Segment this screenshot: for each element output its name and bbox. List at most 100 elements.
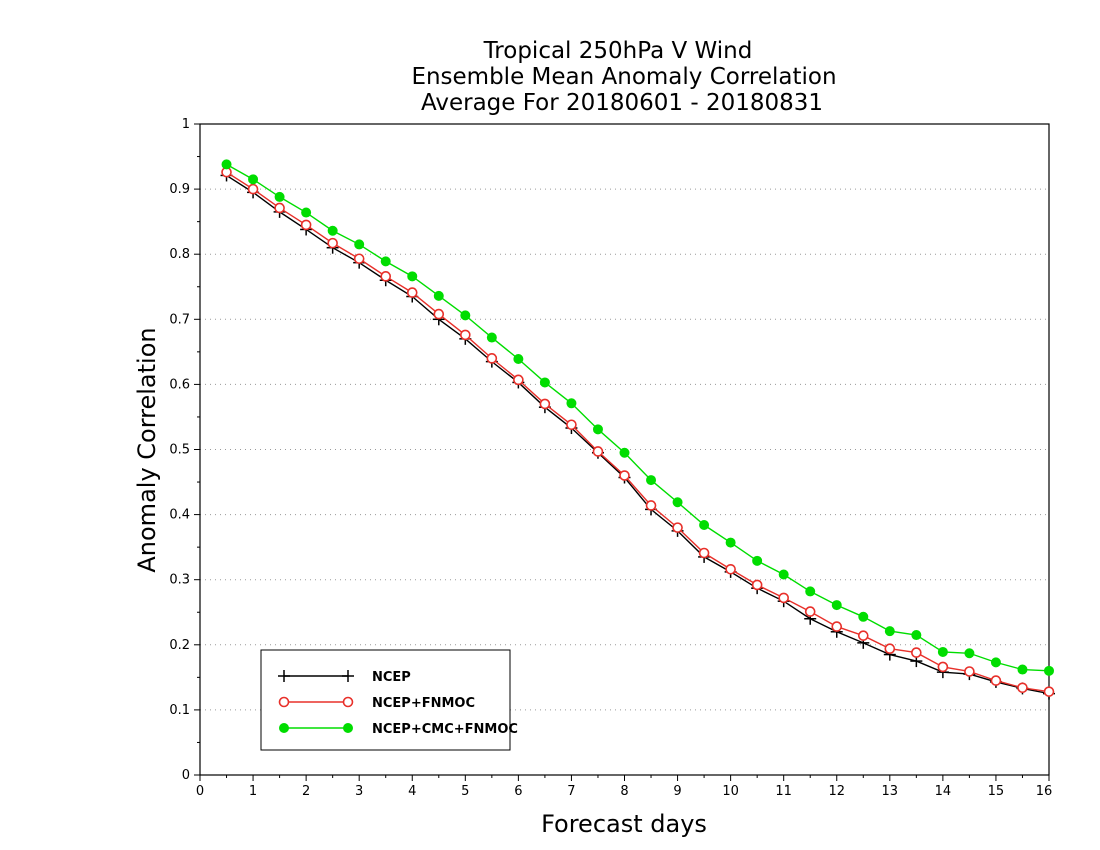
x-tick-label: 11 — [775, 784, 792, 799]
data-point-ncep-cmc-fnmoc — [699, 520, 710, 531]
data-point-ncep-cmc-fnmoc — [566, 398, 577, 409]
x-tick-label: 0 — [196, 784, 204, 799]
chart-title-block: Tropical 250hPa V Wind Ensemble Mean Ano… — [411, 38, 836, 116]
data-point-ncep-cmc-fnmoc — [274, 191, 285, 202]
chart-title-line-3: Average For 20180601 - 20180831 — [421, 90, 823, 116]
legend-label: NCEP — [372, 670, 411, 685]
data-point-ncep-cmc-fnmoc — [592, 424, 603, 435]
y-tick-label: 0.9 — [169, 182, 190, 197]
x-tick-label: 2 — [302, 784, 310, 799]
y-tick-label: 0.5 — [169, 443, 190, 458]
data-point-ncep-fnmoc — [592, 446, 604, 457]
legend-marker — [342, 670, 354, 682]
data-point-ncep-fnmoc — [725, 563, 736, 575]
y-tick-label: 0.1 — [169, 703, 190, 718]
y-tick-label: 0.4 — [169, 508, 190, 523]
y-tick-label: 0.8 — [169, 247, 190, 262]
x-tick-label: 4 — [408, 784, 416, 799]
legend-item-ncep-fnmoc: NCEP+FNMOC — [278, 696, 475, 711]
x-tick-label: 14 — [935, 784, 952, 799]
data-point-ncep-cmc-fnmoc — [778, 569, 789, 580]
data-point-ncep-cmc-fnmoc — [301, 207, 312, 218]
y-tick-label: 0.3 — [169, 573, 190, 588]
y-tick-label: 0.2 — [169, 638, 190, 653]
data-point-ncep-cmc-fnmoc — [539, 377, 550, 388]
legend-box — [260, 649, 511, 751]
y-tick-label: 0.6 — [169, 377, 190, 392]
data-point-ncep-cmc-fnmoc — [513, 354, 524, 365]
y-axis: 0 0.1 0.2 0.3 0.4 0.5 0.6 0.7 0.8 0.9 1 — [169, 117, 200, 783]
data-point-ncep-cmc-fnmoc — [805, 586, 816, 597]
data-point-ncep-fnmoc — [698, 547, 710, 559]
legend-item-ncep: NCEP — [278, 670, 411, 685]
data-point-ncep-cmc-fnmoc — [911, 630, 922, 641]
data-point-ncep-cmc-fnmoc — [221, 159, 232, 170]
y-tick-label: 1 — [182, 117, 190, 132]
chart-title-line-1: Tropical 250hPa V Wind — [483, 38, 753, 64]
x-tick-label: 3 — [355, 784, 363, 799]
data-point-ncep-cmc-fnmoc — [327, 225, 338, 236]
data-point-ncep-fnmoc — [857, 630, 869, 641]
data-point-ncep-cmc-fnmoc — [858, 611, 869, 622]
data-point-ncep-cmc-fnmoc — [354, 239, 365, 250]
data-point-ncep-fnmoc — [247, 183, 259, 195]
series-line-ncep — [226, 174, 1050, 695]
data-point-ncep-fnmoc — [353, 253, 365, 265]
data-point-ncep-cmc-fnmoc — [1017, 664, 1028, 675]
chart-title-line-2: Ensemble Mean Anomaly Correlation — [411, 64, 836, 90]
legend-label: NCEP+CMC+FNMOC — [372, 722, 518, 737]
legend-label: NCEP+FNMOC — [372, 696, 475, 711]
data-point-ncep-fnmoc — [619, 470, 630, 481]
x-tick-label: 12 — [828, 784, 845, 799]
x-axis-title: Forecast days — [541, 810, 707, 838]
legend-marker — [279, 723, 289, 733]
data-point-ncep-fnmoc — [566, 419, 577, 431]
legend-marker — [342, 696, 354, 708]
data-point-ncep-cmc-fnmoc — [646, 475, 657, 486]
data-point-ncep-cmc-fnmoc — [672, 497, 683, 508]
x-axis: 0 1 2 3 4 5 6 7 8 9 10 11 12 13 14 15 16 — [196, 775, 1052, 799]
data-point-ncep-fnmoc — [778, 592, 789, 604]
data-point-ncep-fnmoc — [1043, 686, 1055, 697]
data-point-ncep-fnmoc — [406, 287, 418, 298]
legend-marker — [278, 696, 290, 708]
data-point-ncep-cmc-fnmoc — [486, 332, 497, 343]
x-tick-label: 1 — [249, 784, 257, 799]
data-point-ncep-fnmoc — [460, 329, 471, 341]
data-point-ncep-fnmoc — [486, 353, 498, 364]
series-layer — [220, 159, 1055, 700]
data-point-ncep-fnmoc — [804, 606, 816, 617]
data-point-ncep-cmc-fnmoc — [964, 648, 975, 659]
x-tick-label: 13 — [882, 784, 899, 799]
legend: NCEP NCEP+FNMOC NCEP+CMC+FNMOC — [260, 649, 518, 751]
x-tick-label: 16 — [1036, 784, 1053, 799]
data-point-ncep-cmc-fnmoc — [752, 555, 763, 566]
data-point-ncep-cmc-fnmoc — [937, 646, 948, 657]
data-point-ncep-fnmoc — [911, 647, 922, 658]
series-line-ncep-cmc-fnmoc — [226, 163, 1050, 672]
data-point-ncep-fnmoc — [964, 666, 975, 677]
y-axis-title: Anomaly Correlation — [133, 327, 161, 572]
x-tick-label: 8 — [620, 784, 628, 799]
data-point-ncep-fnmoc — [539, 398, 551, 410]
data-point-ncep-fnmoc — [645, 500, 657, 511]
series-line-ncep-fnmoc — [226, 171, 1050, 693]
data-point-ncep-cmc-fnmoc — [990, 657, 1001, 668]
data-point-ncep-fnmoc — [990, 675, 1002, 686]
data-point-ncep-cmc-fnmoc — [831, 600, 842, 611]
data-point-ncep-fnmoc — [831, 621, 843, 632]
data-point-ncep-fnmoc — [513, 374, 524, 386]
x-tick-label: 6 — [514, 784, 522, 799]
x-tick-label: 9 — [673, 784, 681, 799]
data-point-ncep-cmc-fnmoc — [884, 626, 895, 637]
legend-marker — [278, 670, 290, 682]
data-point-ncep-fnmoc — [300, 219, 312, 231]
data-point-ncep-fnmoc — [1017, 682, 1028, 694]
data-point-ncep-cmc-fnmoc — [380, 256, 391, 267]
x-tick-label: 10 — [722, 784, 739, 799]
data-point-ncep-fnmoc — [937, 661, 949, 673]
legend-marker — [343, 723, 353, 733]
data-point-ncep-cmc-fnmoc — [1044, 665, 1054, 676]
data-point-ncep-cmc-fnmoc — [433, 290, 444, 301]
data-point-ncep-cmc-fnmoc — [407, 271, 418, 282]
